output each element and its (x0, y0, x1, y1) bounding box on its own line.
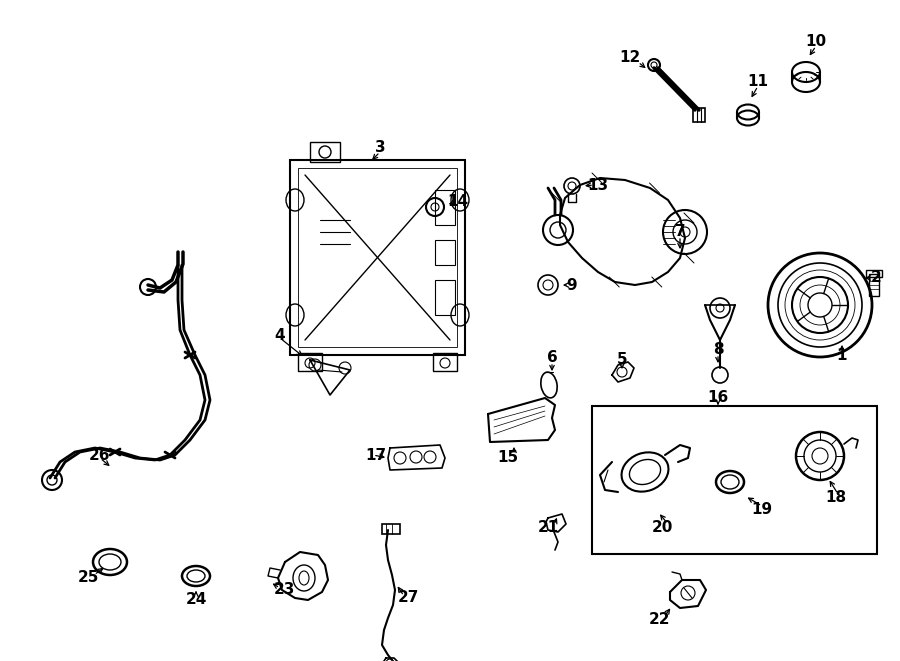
Text: 23: 23 (274, 582, 294, 598)
Bar (435, 190, 455, 225)
Text: 5: 5 (616, 352, 627, 368)
Text: 9: 9 (567, 278, 577, 293)
Text: 13: 13 (588, 178, 608, 192)
Bar (869, 274, 879, 296)
Bar (290, 160, 465, 355)
Text: 1: 1 (837, 348, 847, 362)
Text: 4: 4 (274, 327, 285, 342)
Text: 15: 15 (498, 451, 518, 465)
Bar (310, 142, 340, 162)
Bar (435, 240, 455, 265)
Text: 26: 26 (89, 447, 111, 463)
Text: 10: 10 (806, 34, 826, 50)
Text: 17: 17 (365, 447, 387, 463)
Text: 20: 20 (652, 520, 672, 535)
Text: 16: 16 (707, 391, 729, 405)
Text: 14: 14 (447, 194, 469, 210)
Text: 7: 7 (675, 225, 685, 239)
Bar (592, 406, 877, 554)
Text: 24: 24 (185, 592, 207, 607)
Bar (298, 168, 457, 347)
Bar (866, 270, 882, 277)
Text: 18: 18 (825, 490, 847, 506)
Text: 3: 3 (374, 141, 385, 155)
Text: 25: 25 (77, 570, 99, 586)
Bar (435, 280, 455, 315)
Text: 19: 19 (752, 502, 772, 518)
Text: 6: 6 (546, 350, 557, 366)
Text: 11: 11 (748, 75, 769, 89)
Text: 21: 21 (537, 520, 559, 535)
Bar (382, 524, 400, 534)
Text: 8: 8 (713, 342, 724, 358)
Text: 27: 27 (397, 590, 418, 605)
Text: 2: 2 (870, 270, 881, 286)
Bar (693, 108, 705, 122)
Text: 22: 22 (649, 613, 670, 627)
Bar (433, 353, 457, 371)
Text: 12: 12 (619, 50, 641, 65)
Bar (298, 353, 322, 371)
